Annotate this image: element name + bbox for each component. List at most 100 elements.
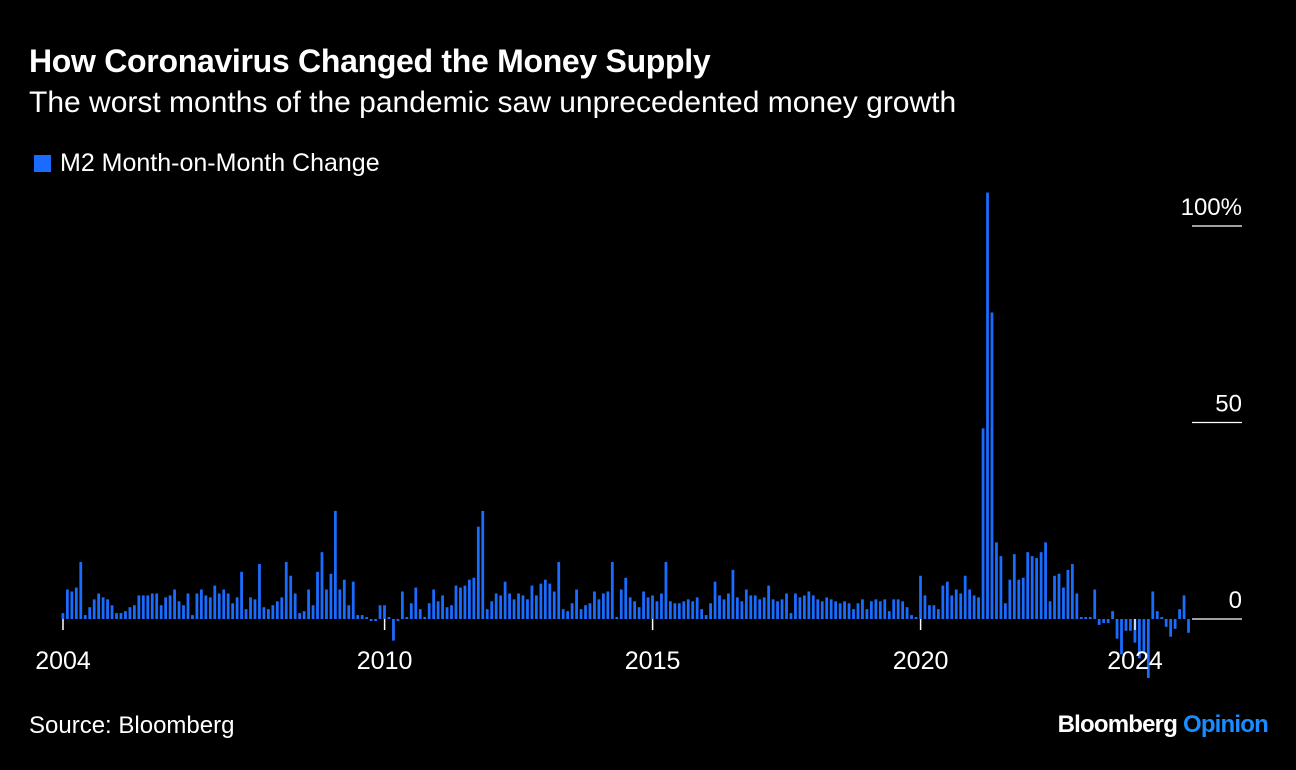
bar [284,562,288,619]
bar [762,597,766,619]
bar [593,591,596,619]
bar [155,593,159,620]
source-note: Source: Bloomberg [29,712,235,739]
bar [722,599,726,619]
bar [637,607,641,619]
bar [115,613,118,620]
bar [490,601,494,620]
bar [289,575,293,619]
bar [914,617,918,619]
bar [758,599,762,619]
bar [932,605,936,620]
bar [1111,611,1114,619]
bar [566,611,570,619]
bar [280,597,284,619]
chart-subtitle: The worst months of the pandemic saw unp… [29,86,957,119]
bar [383,605,386,620]
bar [441,595,444,619]
bar [579,609,583,619]
bar [852,609,855,619]
y-axis: 100% 50 0 [1181,194,1242,620]
bar [691,601,695,620]
bar [92,599,96,619]
bar [70,591,74,619]
bar [557,562,561,619]
bar [222,589,226,619]
bar [682,601,686,620]
bar [1178,609,1181,619]
bar [905,607,909,619]
bar [530,585,534,620]
bar [378,605,382,620]
bar [186,593,190,620]
bar [816,599,820,619]
bar [454,585,458,620]
bar [226,593,230,620]
bar [517,593,520,620]
chart-legend: M2 Month-on-Month Change [34,149,380,178]
bar [968,589,972,619]
bar [1053,575,1056,619]
bar [275,601,279,620]
bar [199,589,203,619]
bar [266,609,270,619]
bar [727,593,730,620]
bar [936,609,940,619]
bar [1097,619,1101,625]
bar [771,599,775,619]
bar [1155,611,1159,619]
bar [1039,552,1043,619]
bar [132,605,136,620]
bar [834,601,838,620]
bar [217,593,221,620]
bar [995,542,998,620]
bar [1164,619,1168,627]
bar [409,603,413,619]
bar [959,593,963,620]
bar [208,597,212,619]
x-tick-label: 2010 [357,647,413,675]
bar [1070,563,1074,619]
x-tick-label: 2020 [893,647,949,675]
bar [1173,619,1177,629]
bar [552,591,556,619]
bar [838,603,842,619]
bar [923,595,927,619]
bar [298,613,302,620]
bar [481,510,485,620]
legend-label: M2 Month-on-Month Change [60,149,380,177]
bar [695,597,699,619]
bar [307,589,310,619]
bar [856,603,860,619]
bar [807,591,811,619]
bar [1160,617,1164,619]
bar [124,611,127,619]
bar [1075,593,1079,620]
bar [597,599,601,619]
bar [360,615,364,619]
bar [271,605,275,620]
bar [293,593,297,620]
bar [780,599,784,619]
bar [1048,601,1052,620]
bar [485,609,489,619]
bar [633,601,637,620]
bar [494,593,498,620]
bar [588,603,592,619]
bar [843,601,846,620]
bar [191,615,194,619]
bar [1008,579,1012,619]
bar [1035,558,1039,619]
bar [1115,619,1119,639]
bar [543,579,547,619]
bar [1106,619,1110,623]
x-axis: 2004 2010 2015 2020 2024 [35,619,1163,675]
bar [655,601,659,620]
bar [892,599,896,619]
bar [686,599,690,619]
bar [1062,587,1065,619]
bar [1021,577,1025,620]
bar [472,577,476,620]
bar [664,562,668,619]
bar [847,603,851,619]
